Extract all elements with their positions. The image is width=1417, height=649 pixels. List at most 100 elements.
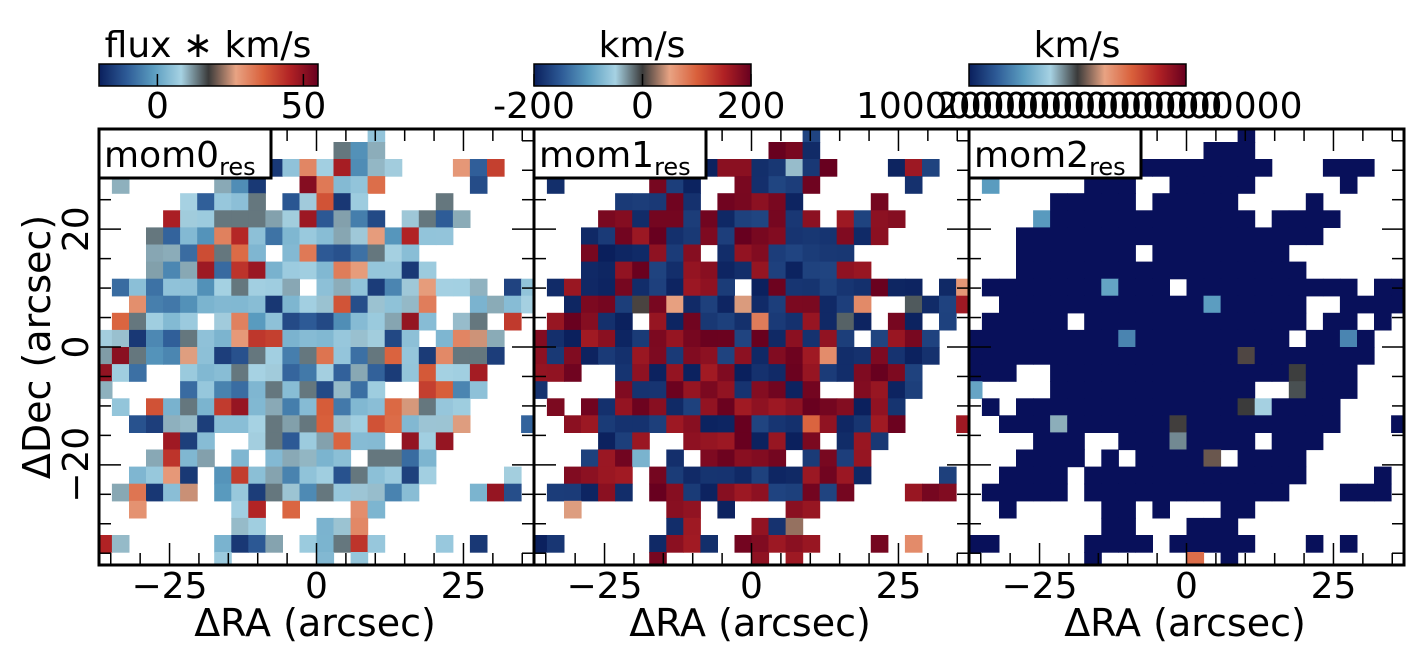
heatmap-cell (1203, 483, 1222, 502)
heatmap-cell (1254, 261, 1273, 280)
heatmap-cell (99, 535, 113, 553)
heatmap-cell (333, 364, 352, 382)
heatmap-cell (1237, 347, 1256, 365)
heatmap-cell (231, 210, 249, 228)
heatmap-cell (1118, 364, 1136, 382)
heatmap-cell (1254, 329, 1273, 348)
heatmap-cell (1118, 210, 1136, 228)
heatmap-cell (350, 278, 369, 297)
heatmap-cell (870, 347, 889, 365)
heatmap-cell (1101, 244, 1119, 263)
heatmap-cell (1118, 261, 1136, 280)
heatmap-cell (299, 381, 318, 399)
heatmap-cell (598, 244, 616, 263)
heatmap-cell (534, 347, 548, 365)
heatmap-cell (564, 415, 582, 433)
heatmap-cell (819, 159, 838, 177)
heatmap-cell (214, 398, 232, 416)
heatmap-cell (367, 244, 386, 263)
heatmap-cell (1203, 278, 1222, 297)
heatmap-cell (180, 329, 198, 348)
heatmap-cell (683, 261, 701, 280)
heatmap-cell (717, 329, 735, 348)
heatmap-cell (333, 244, 352, 263)
heatmap-cell (316, 176, 335, 194)
heatmap-cell (785, 552, 804, 565)
heatmap-cell (333, 449, 352, 468)
heatmap-cell (163, 210, 181, 228)
heatmap-cell (1118, 193, 1136, 211)
heatmap-cell (1374, 483, 1392, 502)
heatmap-cell (231, 535, 249, 553)
heatmap-cell (1016, 347, 1034, 365)
heatmap-cell (1169, 535, 1188, 553)
heatmap-cell (265, 466, 283, 485)
heatmap-cell (819, 449, 838, 468)
heatmap-cell (333, 466, 352, 485)
colorbar-label: km/s (599, 25, 686, 66)
heatmap-cell (1169, 449, 1188, 468)
colorbar (99, 64, 318, 86)
heatmap-cell (598, 347, 616, 365)
heatmap-cell (751, 517, 770, 536)
heatmap-cell (111, 329, 130, 348)
heatmap-cell (837, 91, 855, 109)
heatmap-cell (1169, 381, 1188, 399)
heatmap-cell (282, 244, 300, 263)
heatmap-cell (1186, 552, 1205, 565)
heatmap-cell (180, 483, 198, 502)
heatmap-cell (666, 449, 684, 468)
heatmap-cell (111, 312, 130, 331)
heatmap-cell (666, 227, 684, 246)
heatmap-cell (700, 535, 718, 553)
heatmap-cell (1101, 364, 1119, 382)
heatmap-cell (1254, 312, 1273, 331)
heatmap-cell (1084, 193, 1102, 211)
heatmap-cell (785, 398, 804, 416)
heatmap-cell (1203, 261, 1222, 280)
heatmap-cell (316, 449, 335, 468)
heatmap-cell (1237, 227, 1256, 246)
heatmap-cell (401, 295, 420, 314)
heatmap-cell (265, 312, 283, 331)
heatmap-cell (129, 364, 147, 382)
heatmap-cell (367, 449, 386, 468)
heatmap-cell (969, 347, 983, 365)
heatmap-cell (751, 261, 770, 280)
heatmap-cell (1067, 449, 1085, 468)
heatmap-cell (666, 261, 684, 280)
heatmap-cell (802, 295, 821, 314)
heatmap-cell (316, 483, 335, 502)
heatmap-cell (1220, 381, 1239, 399)
heatmap-cell (367, 261, 386, 280)
heatmap-cell (683, 347, 701, 365)
heatmap-cell (1084, 227, 1102, 246)
heatmap-cell (146, 466, 164, 485)
heatmap-cell (1186, 381, 1205, 399)
heatmap-cells (534, 91, 969, 565)
heatmap-cell (785, 432, 804, 451)
heatmap-cell (418, 312, 437, 331)
heatmap-cell (1101, 261, 1119, 280)
heatmap-cell (401, 398, 420, 416)
heatmap-cell (1186, 295, 1205, 314)
heatmap-cell (1203, 142, 1222, 160)
heatmap-cell (1169, 347, 1188, 365)
heatmap-cell (683, 176, 701, 194)
heatmap-cell (1203, 227, 1222, 246)
heatmap-cell (939, 312, 957, 331)
x-axis-label: ΔRA (arcsec) (629, 601, 871, 645)
heatmap-cell (214, 244, 232, 263)
heatmap-cell (418, 381, 437, 399)
heatmap-cell (785, 381, 804, 399)
heatmap-cell (1357, 329, 1375, 348)
heatmap-cell (948, 381, 966, 399)
heatmap-cell (802, 210, 821, 228)
heatmap-cell (1135, 364, 1153, 382)
heatmap-cell (802, 176, 821, 194)
heatmap-cell (1322, 415, 1341, 433)
heatmap-cell (350, 483, 369, 502)
heatmap-cell (768, 227, 787, 246)
heatmap-cell (1101, 398, 1119, 416)
heatmap-cell (887, 159, 906, 177)
